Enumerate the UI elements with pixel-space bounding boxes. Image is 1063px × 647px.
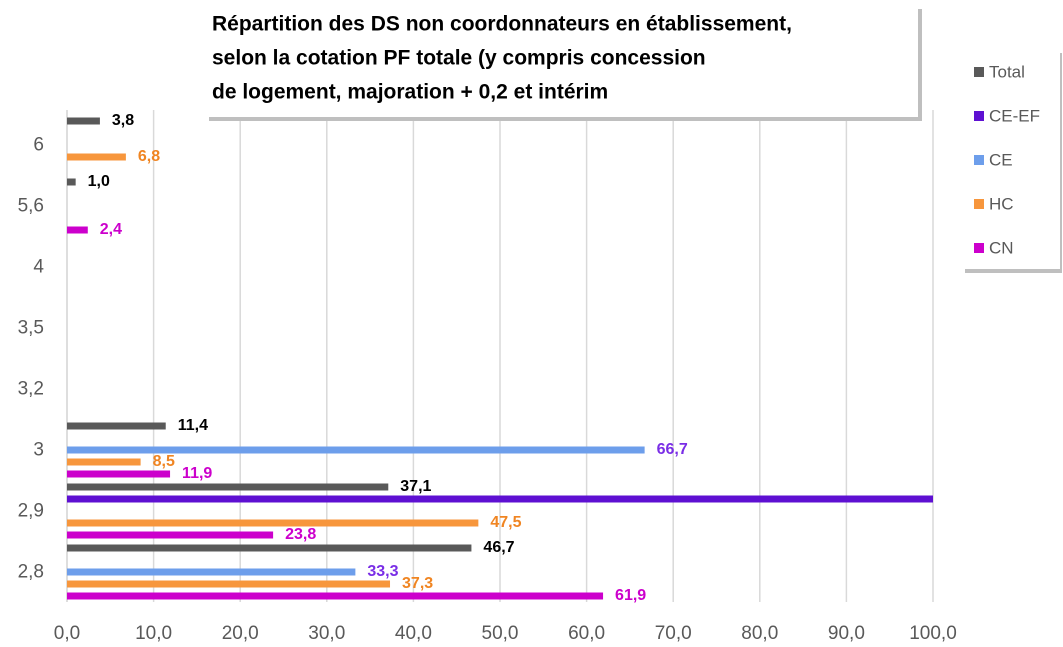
data-label: 37,1 <box>400 478 431 495</box>
bar <box>67 580 391 588</box>
y-tick-label: 6 <box>33 135 44 156</box>
y-tick-label: 3,2 <box>18 379 44 400</box>
x-tick-label: 0,0 <box>54 623 80 644</box>
chart-title: Répartition des DS non coordonnateurs en… <box>212 13 792 36</box>
x-tick-label: 10,0 <box>135 623 172 644</box>
y-tick-label: 2,9 <box>18 501 44 522</box>
legend-label: HC <box>989 194 1014 213</box>
x-tick-label: 30,0 <box>308 623 345 644</box>
data-label: 11,9 <box>182 465 212 482</box>
bar <box>67 446 645 454</box>
legend-label: CN <box>989 238 1014 257</box>
legend-label: Total <box>989 62 1025 81</box>
data-label: 11,4 <box>178 417 208 434</box>
chart-title: selon la cotation PF totale (y compris c… <box>212 47 706 70</box>
y-tick-label: 2,8 <box>18 562 44 583</box>
x-tick-label: 70,0 <box>655 623 692 644</box>
bar <box>67 592 604 600</box>
legend-swatch <box>974 111 984 121</box>
data-label: 2,4 <box>100 221 122 238</box>
y-tick-label: 4 <box>33 257 44 278</box>
bar <box>67 519 479 527</box>
y-tick-label: 5,6 <box>18 196 44 217</box>
data-label: 37,3 <box>402 575 433 592</box>
title-box <box>205 5 918 117</box>
data-label: 61,9 <box>615 587 646 604</box>
bar <box>67 483 389 491</box>
bar <box>67 531 274 539</box>
data-label: 1,0 <box>88 173 110 190</box>
data-label: 3,8 <box>112 112 134 129</box>
legend-label: CE-EF <box>989 106 1040 125</box>
x-tick-label: 90,0 <box>828 623 865 644</box>
bar <box>67 495 933 503</box>
data-label: 6,8 <box>138 148 160 165</box>
bar <box>67 153 126 161</box>
x-tick-label: 20,0 <box>222 623 259 644</box>
chart-title: de logement, majoration + 0,2 et intérim <box>212 81 608 104</box>
x-tick-label: 100,0 <box>909 623 957 644</box>
legend-swatch <box>974 155 984 165</box>
data-label: 47,5 <box>490 514 521 531</box>
data-label: 33,3 <box>367 563 398 580</box>
x-tick-label: 50,0 <box>482 623 519 644</box>
legend-swatch <box>974 243 984 253</box>
y-tick-label: 3,5 <box>18 318 44 339</box>
bar <box>67 226 88 234</box>
legend-swatch <box>974 199 984 209</box>
bar <box>67 178 76 186</box>
y-tick-label: 3 <box>33 440 44 461</box>
data-label: 8,5 <box>153 453 175 470</box>
bar <box>67 568 356 576</box>
data-label: 66,7 <box>657 441 688 458</box>
legend-label: CE <box>989 150 1013 169</box>
bar <box>67 470 171 478</box>
x-tick-label: 80,0 <box>741 623 778 644</box>
bar <box>67 458 141 466</box>
data-label: 46,7 <box>483 539 514 556</box>
legend-swatch <box>974 67 984 77</box>
x-tick-label: 60,0 <box>568 623 605 644</box>
data-label: 23,8 <box>285 526 316 543</box>
bar <box>67 117 100 125</box>
bar <box>67 422 166 430</box>
bar <box>67 544 472 552</box>
x-tick-label: 40,0 <box>395 623 432 644</box>
